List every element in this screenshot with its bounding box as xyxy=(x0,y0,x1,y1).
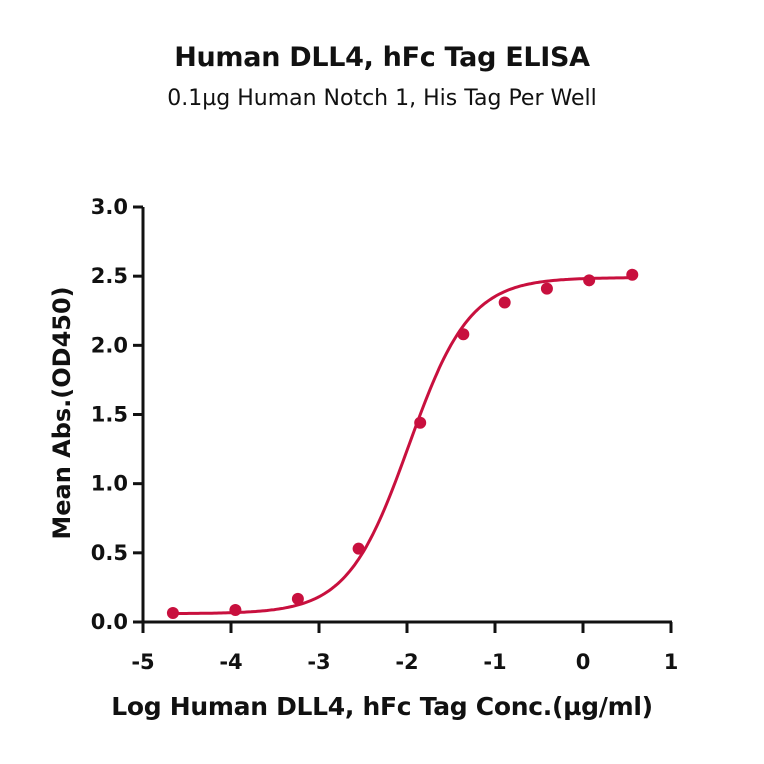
axes: 0.0 0.5 1.0 1.5 2.0 2.5 3.0 -5 -4 -3 -2 -1 0 1 xyxy=(91,195,679,674)
y-tick-label: 1.0 xyxy=(91,472,128,496)
x-tick-label: -5 xyxy=(131,650,154,674)
chart-subtitle: 0.1µg Human Notch 1, His Tag Per Well xyxy=(167,86,597,111)
y-tick-label: 1.5 xyxy=(91,403,128,427)
data-point xyxy=(540,282,553,295)
x-tick-label: 0 xyxy=(576,650,591,674)
data-point xyxy=(457,328,470,341)
x-tick-label: -2 xyxy=(395,650,418,674)
x-tick-label: -4 xyxy=(219,650,242,674)
fit-curve xyxy=(172,276,633,615)
data-point xyxy=(291,592,304,605)
y-tick-label: 3.0 xyxy=(91,195,128,219)
y-tick-label: 2.5 xyxy=(91,264,128,288)
y-tick-label: 0.0 xyxy=(91,610,128,634)
data-point xyxy=(229,603,242,616)
fit-curve-path xyxy=(172,276,633,615)
data-points xyxy=(166,268,639,620)
data-point xyxy=(414,416,427,429)
data-point xyxy=(583,274,596,287)
data-point xyxy=(626,268,639,281)
x-tick-label: -1 xyxy=(483,650,506,674)
chart-title: Human DLL4, hFc Tag ELISA xyxy=(174,42,590,73)
x-axis-label: Log Human DLL4, hFc Tag Conc.(µg/ml) xyxy=(111,692,653,721)
data-point xyxy=(498,296,511,309)
x-tick-label: 1 xyxy=(664,650,679,674)
data-point xyxy=(352,542,365,555)
x-tick-label: -3 xyxy=(307,650,330,674)
y-tick-label: 2.0 xyxy=(91,333,128,357)
y-tick-label: 0.5 xyxy=(91,541,128,565)
data-point xyxy=(166,607,179,620)
